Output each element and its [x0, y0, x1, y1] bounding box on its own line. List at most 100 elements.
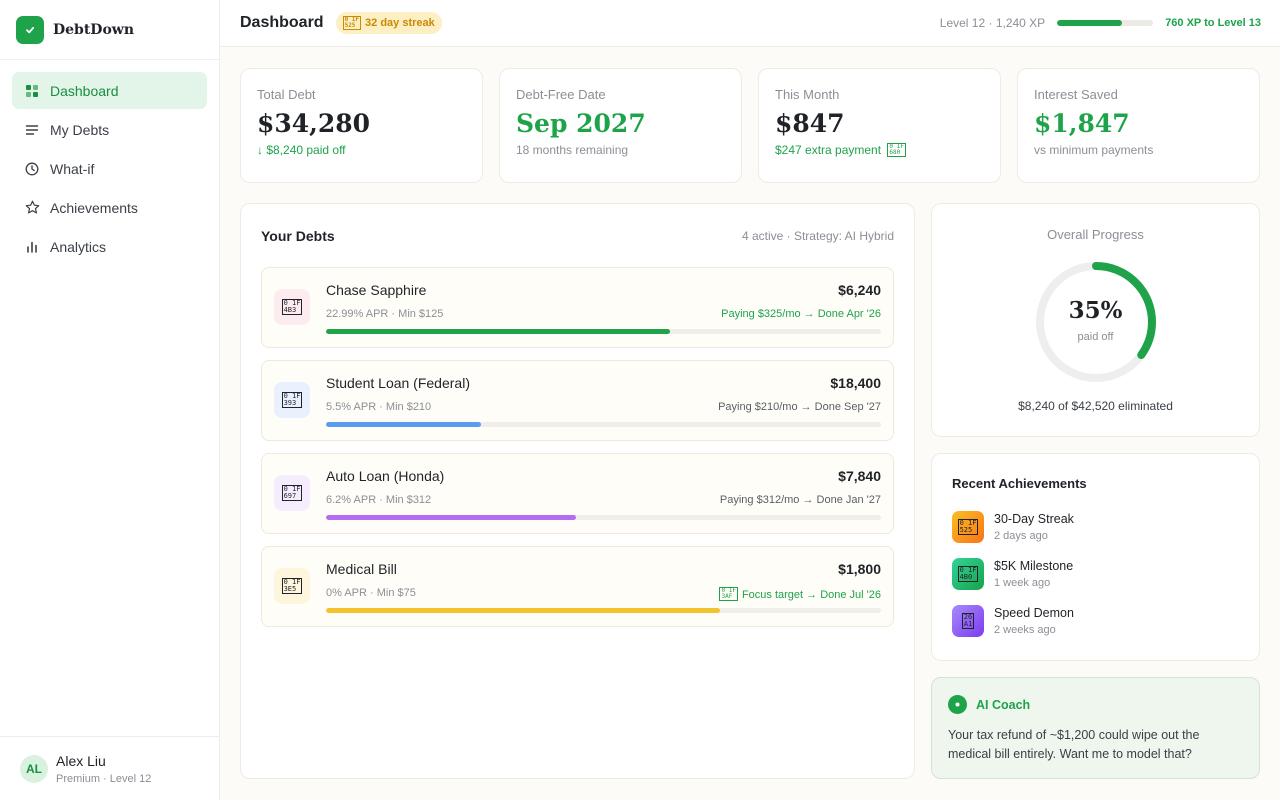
debt-progress-bar: [326, 422, 881, 427]
debt-plan: Focus target → Done Jul '26: [741, 589, 881, 601]
debt-progress-bar: [326, 515, 881, 520]
stat-sub: ↓ $8,240 paid off: [257, 143, 346, 157]
progress-title: Overall Progress: [1047, 227, 1144, 242]
stat-sub: 18 months remaining: [516, 143, 629, 157]
stat-value: $847: [775, 109, 845, 138]
overall-progress-card: Overall Progress 35% paid off $8,240 of …: [931, 203, 1260, 437]
stat-card-this-month: This Month $847 $247 extra payment 0 1F 6…: [758, 68, 1001, 183]
list-icon: [24, 122, 40, 138]
stat-sub: $247 extra payment: [775, 143, 882, 157]
stat-value: $1,847: [1034, 109, 1130, 138]
debt-item[interactable]: 0 1F 3E5 Medical Bill $1,800 0% APR · Min…: [261, 546, 894, 627]
achievement-time: 2 days ago: [994, 529, 1048, 542]
streak-label: 32 day streak: [365, 17, 435, 29]
sidebar-item-dashboard[interactable]: Dashboard: [12, 72, 207, 109]
sidebar-item-my-debts[interactable]: My Debts: [12, 111, 207, 148]
star-icon: [24, 200, 40, 216]
debt-progress-fill: [326, 515, 576, 520]
debt-plan: Paying $210/mo → Done Sep '27: [718, 401, 881, 413]
stat-card-interest-saved: Interest Saved $1,847 vs minimum payment…: [1017, 68, 1260, 183]
sidebar: DebtDown Dashboard My Debts What-if Achi…: [0, 0, 220, 800]
debt-amount: $6,240: [838, 282, 881, 298]
user-name: Alex Liu: [56, 752, 106, 769]
stat-label: Total Debt: [257, 87, 316, 102]
xp-progress-bar: [1057, 20, 1154, 26]
debt-name: Student Loan (Federal): [326, 375, 470, 391]
sidebar-item-what-if[interactable]: What-if: [12, 150, 207, 187]
achievement-item[interactable]: 0 1F 525 30-Day Streak 2 days ago: [952, 503, 1239, 550]
debt-amount: $7,840: [838, 468, 881, 484]
debt-progress-bar: [326, 329, 881, 334]
sidebar-item-analytics[interactable]: Analytics: [12, 228, 207, 265]
coach-title: AI Coach: [976, 697, 1031, 712]
bar-chart-icon: [24, 239, 40, 255]
clock-icon: [24, 161, 40, 177]
level-text: Level 12 · 1,240 XP: [939, 16, 1046, 30]
stat-value: Sep 2027: [516, 109, 646, 138]
stat-sub-row: $247 extra payment 0 1F 680: [775, 143, 984, 157]
topbar: Dashboard 0 1F 525 32 day streak Level 12…: [220, 0, 1280, 47]
page-title: Dashboard: [240, 14, 324, 31]
debt-item[interactable]: 0 1F 393 Student Loan (Federal) $18,400 5…: [261, 360, 894, 441]
target-icon: 0 1F 3AF: [719, 587, 738, 601]
achievement-time: 2 weeks ago: [994, 623, 1056, 636]
user-profile[interactable]: AL Alex Liu Premium · Level 12: [0, 736, 219, 800]
progress-percent: 35%: [1068, 297, 1123, 324]
debt-plan-row: 0 1F 3AF Focus target → Done Jul '26: [719, 587, 881, 601]
achievement-item[interactable]: 26 A1 Speed Demon 2 weeks ago: [952, 597, 1239, 644]
stat-card-debt-free-date: Debt-Free Date Sep 2027 18 months remain…: [499, 68, 742, 183]
stat-label: This Month: [775, 87, 840, 102]
debt-item[interactable]: 0 1F 4B3 Chase Sapphire $6,240 22.99% APR…: [261, 267, 894, 348]
sidebar-item-label: Dashboard: [50, 82, 119, 99]
user-subtitle: Premium · Level 12: [56, 772, 152, 785]
credit-card-icon: 0 1F 4B3: [274, 289, 310, 325]
logo-check-icon: [16, 15, 44, 44]
graduation-cap-icon: 0 1F 393: [274, 382, 310, 418]
stat-value: $34,280: [257, 109, 371, 138]
car-icon: 0 1F 697: [274, 475, 310, 511]
debt-item[interactable]: 0 1F 697 Auto Loan (Honda) $7,840 6.2% AP…: [261, 453, 894, 534]
debt-progress-bar: [326, 608, 881, 613]
progress-ring: [1036, 262, 1156, 382]
grid-icon: [24, 83, 40, 99]
fire-icon: 0 1F 525: [342, 16, 362, 30]
debt-name: Chase Sapphire: [326, 282, 427, 298]
brand[interactable]: DebtDown: [0, 0, 219, 60]
debts-panel: Your Debts 4 active · Strategy: AI Hybri…: [240, 203, 915, 779]
achievements-card: Recent Achievements 0 1F 525 30-Day Strea…: [931, 453, 1260, 661]
achievement-name: 30-Day Streak: [994, 511, 1074, 526]
achievements-title: Recent Achievements: [952, 476, 1087, 491]
debt-plan: Paying $325/mo → Done Apr '26: [721, 308, 881, 320]
debt-plan: Paying $312/mo → Done Jan '27: [719, 494, 881, 506]
achievement-name: $5K Milestone: [994, 558, 1074, 573]
debt-name: Medical Bill: [326, 561, 397, 577]
money-icon: 0 1F 4B0: [952, 557, 984, 590]
debt-details: 6.2% APR · Min $312: [326, 494, 432, 506]
debt-details: 0% APR · Min $75: [326, 587, 416, 599]
medical-icon: 0 1F 3E5: [274, 568, 310, 604]
sidebar-nav: Dashboard My Debts What-if Achievements …: [0, 60, 219, 279]
lightning-icon: 26 A1: [952, 604, 984, 637]
debt-amount: $18,400: [830, 375, 881, 391]
debts-meta: 4 active · Strategy: AI Hybrid: [741, 228, 894, 243]
stat-sub: vs minimum payments: [1034, 143, 1154, 157]
stat-label: Debt-Free Date: [516, 87, 606, 102]
progress-ring-fill: [1036, 262, 1156, 382]
sparkle-icon: [948, 695, 967, 714]
next-level-text: 760 XP to Level 13: [1165, 17, 1261, 29]
debt-name: Auto Loan (Honda): [326, 468, 445, 484]
debt-progress-fill: [326, 329, 671, 334]
debts-title: Your Debts: [261, 227, 335, 244]
sidebar-item-label: Achievements: [50, 199, 138, 216]
achievement-time: 1 week ago: [994, 576, 1051, 589]
progress-summary: $8,240 of $42,520 eliminated: [1018, 399, 1173, 413]
sidebar-item-achievements[interactable]: Achievements: [12, 189, 207, 226]
stat-card-total-debt: Total Debt $34,280 ↓ $8,240 paid off: [240, 68, 483, 183]
xp-progress-fill: [1057, 20, 1122, 26]
streak-badge[interactable]: 0 1F 525 32 day streak: [335, 12, 442, 34]
avatar: AL: [20, 754, 48, 783]
stat-label: Interest Saved: [1034, 87, 1118, 102]
ai-coach-card[interactable]: AI Coach Your tax refund of ~$1,200 coul…: [931, 677, 1260, 779]
debt-progress-fill: [326, 608, 721, 613]
achievement-item[interactable]: 0 1F 4B0 $5K Milestone 1 week ago: [952, 550, 1239, 597]
